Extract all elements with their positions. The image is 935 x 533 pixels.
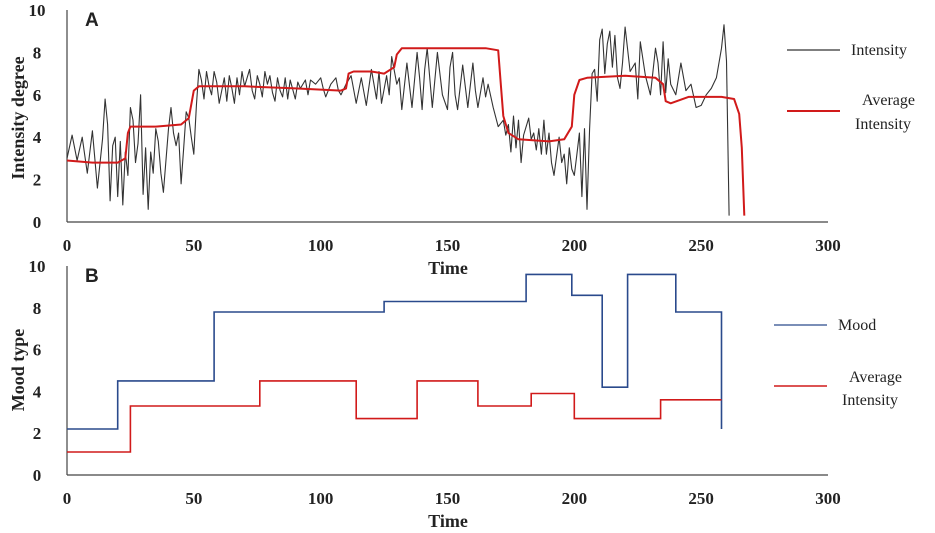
panel-a-x-tick-labels: 0 50 100 150 200 250 300 (63, 236, 841, 255)
panel-a-x-tick-label: 0 (63, 236, 72, 255)
panel-b-x-tick-label: 50 (185, 489, 202, 508)
panel-a-y-tick-label: 8 (33, 43, 42, 62)
panel-a-letter: A (85, 10, 99, 31)
panel-b-mood-line (67, 273, 723, 430)
panel-b: B Mood type Time 0 2 4 6 8 10 0 50 100 150 200 250… (8, 257, 902, 531)
panel-a-y-tick-label: 2 (33, 171, 42, 190)
legend-label-average-intensity-line1: Average (862, 92, 915, 109)
panel-a-x-tick-label: 200 (562, 236, 588, 255)
panel-b-x-tick-labels: 0 50 100 150 200 250 300 (63, 489, 841, 508)
panel-b-x-tick-label: 300 (815, 489, 841, 508)
legend-label-mood: Mood (838, 317, 876, 334)
panel-a-y-axis-title: Intensity degree (8, 56, 28, 179)
panel-a-y-tick-label: 10 (29, 1, 46, 20)
panel-a-x-tick-label: 300 (815, 236, 841, 255)
panel-b-y-tick-label: 6 (33, 341, 42, 360)
legend-label-average-intensity-b-line2: Intensity (842, 392, 898, 409)
panel-b-x-tick-label: 150 (435, 489, 461, 508)
panel-b-y-tick-label: 0 (33, 466, 42, 485)
panel-a-x-tick-label: 250 (688, 236, 714, 255)
panel-b-x-axis-title: Time (428, 511, 468, 531)
panel-b-x-tick-label: 0 (63, 489, 72, 508)
legend-label-intensity: Intensity (851, 42, 907, 59)
panel-b-y-tick-label: 4 (33, 382, 42, 401)
panel-a-intensity-line (66, 24, 730, 216)
panel-a-average-intensity-line (66, 47, 746, 216)
panel-a-legend: Intensity Average Intensity (787, 42, 915, 133)
panel-b-y-tick-label: 10 (29, 257, 46, 276)
panel-a-x-tick-label: 50 (185, 236, 202, 255)
panel-b-average-intensity-line (67, 380, 722, 453)
panel-b-letter: B (85, 266, 99, 287)
panel-b-y-axis-title: Mood type (8, 329, 28, 412)
legend-label-average-intensity-line2: Intensity (855, 116, 911, 133)
panel-b-y-tick-labels: 0 2 4 6 8 10 (29, 257, 46, 485)
panel-a-x-tick-label: 100 (308, 236, 334, 255)
panel-a-x-tick-label: 150 (435, 236, 461, 255)
panel-a-y-tick-label: 4 (33, 128, 42, 147)
panel-a-y-tick-labels: 0 2 4 6 8 10 (29, 1, 46, 232)
panel-b-x-tick-label: 100 (308, 489, 334, 508)
panel-a-y-tick-label: 6 (33, 86, 42, 105)
panel-b-x-tick-label: 200 (562, 489, 588, 508)
panel-b-y-tick-label: 8 (33, 299, 42, 318)
panel-b-legend: Mood Average Intensity (774, 317, 902, 409)
panel-a-y-tick-label: 0 (33, 213, 42, 232)
panel-a-x-axis-title: Time (428, 258, 468, 278)
panel-a: A Intensity degree Time 0 2 4 6 8 10 0 50 100 15… (8, 1, 915, 278)
panel-b-y-tick-label: 2 (33, 424, 42, 443)
legend-label-average-intensity-b-line1: Average (849, 369, 902, 386)
panel-b-x-tick-label: 250 (688, 489, 714, 508)
